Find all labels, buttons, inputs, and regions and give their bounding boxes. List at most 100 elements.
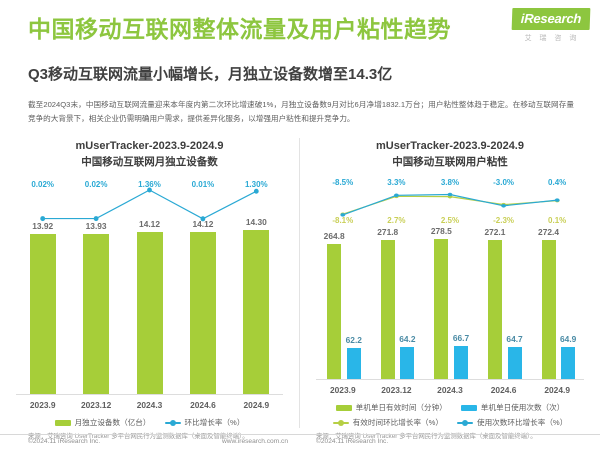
logo-mark: iResearch [511,8,591,30]
bar [327,244,342,380]
bar-group: 278.5 66.7 [423,226,477,380]
bar-group: 264.8 62.2 [316,226,370,380]
legend-line-icon [332,419,349,426]
chart-title-right-cn: 中国移动互联网用户粘性 [392,156,508,168]
lead-paragraph: 截至2024Q3末，中国移动互联网流量迎来本年度内第二次环比增速破1%，月独立设… [28,100,574,123]
bar-group-inner: 14.30 [230,216,283,395]
growth-value-label: 0.01% [191,180,215,189]
bar-group: 271.8 64.2 [370,226,424,380]
bar-group-inner: 13.93 [69,216,122,395]
growth-value-label: -2.3% [493,216,515,225]
website-link[interactable]: www.iresearch.com.cn [222,438,288,445]
bar-group: 272.1 64.7 [477,226,531,380]
line-data-point [554,198,560,202]
bar-value-label: 64.7 [506,333,523,344]
bar [380,240,395,380]
bar-value-label: 278.5 [430,226,452,236]
chart-panel-devices: mUserTracker-2023.9-2024.9 中国移动互联网月独立设备数… [0,138,300,428]
legend-label: 月独立设备数（亿台） [74,418,151,427]
bar-group-inner: 278.5 66.7 [423,226,477,380]
bar [83,234,110,395]
bar-group: 14.30 [230,216,283,395]
legend-item: 单机单日使用次数（次） [460,402,564,413]
growth-value-label: 2.5% [440,216,460,225]
bar [136,231,163,395]
chart-title-left-en: mUserTracker-2023.9-2024.9 [75,140,224,152]
line-data-point [554,198,560,203]
copyright-right: ©2024.11 iResearch Inc. [316,438,389,445]
bar [541,240,556,380]
bar-wrapper: 64.7 [506,226,523,380]
line-data-point [447,192,453,197]
line-series [343,195,557,215]
bar-group: 14.12 [176,216,229,395]
bar-wrapper: 264.8 [324,226,345,380]
x-axis-tick: 2024.9 [544,385,570,395]
bar-wrapper: 272.1 [484,226,505,380]
footer-right: ©2024.11 iResearch Inc. [300,438,600,445]
legend-label: 使用次数环比增长率（%） [477,418,568,427]
chart-title-right: mUserTracker-2023.9-2024.9 中国移动互联网用户粘性 [312,138,588,170]
legend-item: 单机单日有效时间（分钟） [335,402,447,413]
bar [487,240,502,380]
legend-item: 月独立设备数（亿台） [54,417,151,428]
copyright-left: ©2024.11 iResearch Inc. [28,438,101,445]
growth-value-label: -8.5% [332,178,354,187]
x-axis-tick: 2024.9 [243,400,270,410]
bar-row-right: 264.8 62.2 271.8 64.2 278.5 66.7 272.1 64.7 272.… [316,226,584,380]
bar [507,346,522,380]
legend-label: 环比增长率（%） [184,418,245,427]
x-axis-tick: 2023.12 [80,400,112,410]
bar-value-label: 272.4 [538,227,559,238]
chart-title-left: mUserTracker-2023.9-2024.9 中国移动互联网月独立设备数 [12,138,287,170]
legend-swatch-icon [335,404,352,411]
page-subtitle: Q3移动互联网流量小幅增长，月独立设备数增至14.3亿 [28,66,393,83]
x-axis-tick: 2023.12 [381,385,412,395]
bar-wrapper: 272.4 [538,226,559,380]
bar [29,234,56,395]
logo-subtext: 艾 瑞 咨 询 [524,35,580,42]
legend-item: 使用次数环比增长率（%） [457,417,567,428]
growth-value-label: 1.30% [244,180,268,189]
bar [453,345,468,380]
legend-label: 单机单日有效时间（分钟） [355,403,447,412]
bar-value-label: 13.93 [85,221,107,232]
bar-value-label: 62.2 [345,335,362,346]
bar-wrapper: 13.93 [83,216,110,395]
bar-value-label: 272.1 [484,227,506,238]
source-right: 来源：艾瑞咨询 UserTracker 多平台网民行为监测数据库（桌面及智能终端… [316,433,537,440]
growth-value-label: 0.02% [31,180,55,189]
bar-value-label: 264.8 [323,231,345,242]
plot-area-right: -8.5% 3.3% 3.8% -3.0% 0.4% -8.1% 2.7% 2.5% -2.3… [312,178,588,398]
bar-group: 13.92 [16,216,69,395]
bar-wrapper: 64.9 [560,226,576,380]
bar-wrapper: 62.2 [346,226,362,380]
growth-value-label: 3.8% [440,178,460,187]
x-axis-labels-left: 2023.9 2023.12 2024.3 2024.6 2024.9 [16,400,283,410]
line-data-point [393,194,399,199]
bar-group-inner: 272.4 64.9 [530,226,584,380]
line-data-point [501,202,507,207]
bar-group: 13.93 [69,216,122,395]
bar-group-inner: 13.92 [16,216,69,395]
time-growth-label-row: -8.1% 2.7% 2.5% -2.3% 0.1% [316,216,584,225]
legend-line-icon [457,419,473,426]
usage-growth-label-row: -8.5% 3.3% 3.8% -3.0% 0.4% [316,178,584,187]
bar [243,229,270,395]
growth-lines-right [316,186,584,220]
sources-row: 来源：艾瑞咨询 UserTracker 多平台网民行为监测数据库（桌面及智能终端… [0,432,600,442]
line-series [43,190,257,219]
growth-value-label: -8.1% [332,216,354,225]
bar-wrapper: 66.7 [453,226,469,380]
bar [561,346,576,380]
bar-group-inner: 272.1 64.7 [477,226,531,380]
bar-wrapper: 14.12 [189,216,216,395]
bar-wrapper: 14.12 [136,216,163,395]
bar-group-inner: 271.8 64.2 [370,226,424,380]
bar [434,239,449,380]
x-axis-tick: 2024.3 [136,400,163,410]
page-header: 中国移动互联网整体流量及用户粘性趋势 iResearch 艾 瑞 咨 询 [0,0,600,62]
growth-value-label: 0.4% [548,178,567,187]
bar-group: 14.12 [123,216,176,395]
legend-right: 单机单日有效时间（分钟） 单机单日使用次数（次） 有效时间环比增长率（%） 使用次数环… [312,398,588,428]
